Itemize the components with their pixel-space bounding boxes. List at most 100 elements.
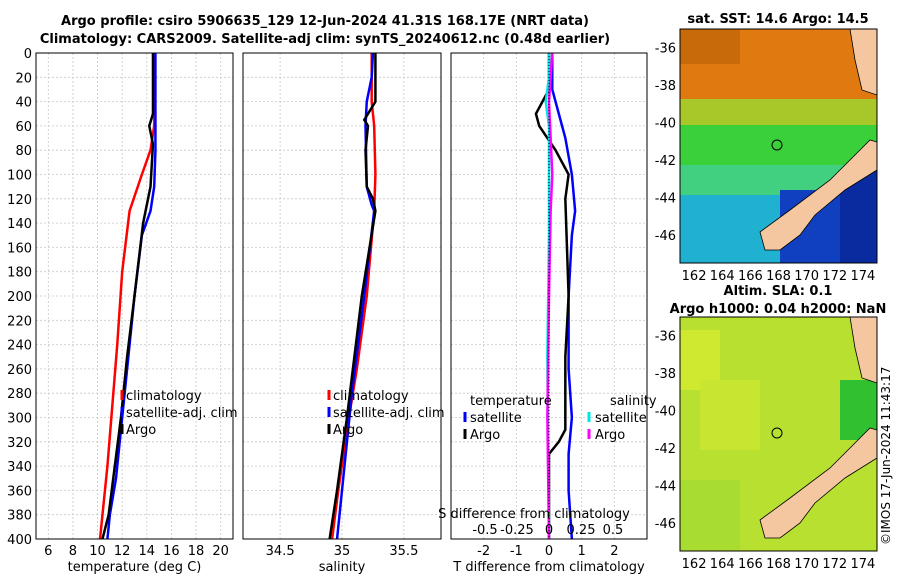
sla-land-south-island [759, 427, 877, 539]
depth-tick-label: 100 [7, 169, 32, 184]
depth-tick-label: 40 [15, 96, 32, 111]
depth-tick-label: 180 [7, 266, 32, 281]
series-line-t-satellite [551, 53, 577, 540]
legend-title: salinity [610, 394, 657, 409]
depth-tick-label: 280 [7, 387, 32, 402]
series-line-argo [328, 53, 377, 540]
map-x-tick-label: 164 [710, 557, 735, 572]
map-y-tick-label: -44 [655, 191, 676, 206]
map-x-tick-label: 170 [794, 269, 819, 284]
legend-label: Argo [470, 428, 500, 443]
legend-title: temperature [470, 394, 552, 409]
depth-tick-label: 120 [7, 193, 32, 208]
x-tick-label: 34.5 [266, 544, 295, 559]
map-x-tick-label: 164 [710, 269, 735, 284]
depth-tick-label: 80 [15, 144, 32, 159]
x-tick-label: 35 [334, 544, 351, 559]
legend-label: climatology [126, 389, 202, 404]
x-tick-label: 18 [188, 544, 205, 559]
legend-label: satellite-adj. clim [333, 406, 445, 421]
x-tick-label: 0 [545, 544, 553, 559]
x-tick-label: 35.5 [389, 544, 418, 559]
sst-map [679, 28, 878, 264]
series-line-satellite-adj-clim [335, 52, 376, 540]
map-y-tick-label: -42 [655, 442, 676, 457]
top-tick-label: -0.25 [500, 523, 534, 538]
map-y-tick-label: -40 [655, 405, 676, 420]
sla-map-title-line1: Altim. SLA: 0.1 [724, 284, 833, 299]
profile-panel-1: 6 8 10 12 14 16 18 20 temperature (deg C) [35, 52, 234, 575]
depth-tick-label: 0 [24, 47, 32, 62]
series-line-s-argo [546, 52, 554, 540]
depth-tick-label: 260 [7, 363, 32, 378]
map-x-tick-label: 162 [682, 269, 707, 284]
imos-credit: ©IMOS 17-Jun-2024 11:43:17 [879, 366, 893, 545]
x-tick-label: 20 [212, 544, 229, 559]
x-tick-label: 2 [610, 544, 618, 559]
x-tick-label: 8 [69, 544, 77, 559]
depth-tick-label: 300 [7, 412, 32, 427]
top-tick-label: 0 [545, 523, 553, 538]
depth-tick-label: 200 [7, 290, 32, 305]
map-x-tick-label: 166 [738, 557, 763, 572]
legend-label: climatology [333, 389, 409, 404]
legend-label: Argo [333, 423, 363, 438]
x-tick-label: 16 [163, 544, 180, 559]
figure-title-line2: Climatology: CARS2009. Satellite-adj cli… [39, 32, 611, 47]
map-x-tick-label: 174 [851, 557, 876, 572]
legend-label: Argo [126, 423, 156, 438]
map-y-tick-label: -46 [655, 517, 676, 532]
map-y-tick-label: -38 [655, 367, 676, 382]
depth-tick-label: 360 [7, 484, 32, 499]
legend-label: satellite [595, 411, 647, 426]
legend-label: Argo [595, 428, 625, 443]
sla-map [679, 316, 878, 552]
x-tick-label: -2 [477, 544, 490, 559]
map-x-tick-label: 162 [682, 557, 707, 572]
map-y-tick-label: -40 [655, 117, 676, 132]
x-tick-label: 14 [139, 544, 156, 559]
map-y-tick-label: -44 [655, 479, 676, 494]
series-line-t-argo [534, 53, 570, 539]
map-x-tick-label: 168 [766, 269, 791, 284]
depth-tick-label: 340 [7, 460, 32, 475]
legend-label: satellite [470, 411, 522, 426]
map-y-tick-label: -38 [655, 79, 676, 94]
sst-land-south-island [759, 139, 877, 251]
sst-argo-marker [771, 139, 783, 151]
depth-tick-label: 380 [7, 509, 32, 524]
sst-map-title: sat. SST: 14.6 Argo: 14.5 [687, 12, 868, 27]
profile-panel-2: 34.5 35 35.5 salinity [242, 52, 442, 575]
depth-tick-label: 60 [15, 120, 32, 135]
x-axis-label: T difference from climatology [452, 560, 645, 575]
panel-frame [242, 52, 442, 540]
map-x-tick-label: 174 [851, 269, 876, 284]
map-x-tick-label: 170 [794, 557, 819, 572]
sla-argo-marker [771, 427, 783, 439]
x-axis-label: salinity [319, 560, 366, 575]
x-tick-label: 12 [114, 544, 131, 559]
legend-label: satellite-adj. clim [126, 406, 238, 421]
depth-tick-label: 240 [7, 339, 32, 354]
map-y-tick-label: -36 [655, 42, 676, 57]
panel-frame [35, 52, 234, 540]
depth-tick-label: 20 [15, 71, 32, 86]
top-tick-label: -0.5 [472, 523, 497, 538]
x-axis-label: temperature (deg C) [68, 560, 202, 575]
x-tick-label: 1 [578, 544, 586, 559]
figure-title-line1: Argo profile: csiro 5906635_129 12-Jun-2… [61, 14, 589, 29]
x-tick-label: 10 [89, 544, 106, 559]
sla-map-title-line2: Argo h1000: 0.04 h2000: NaN [670, 302, 887, 317]
map-y-tick-label: -42 [655, 154, 676, 169]
depth-tick-label: 160 [7, 241, 32, 256]
top-tick-label: 0.5 [603, 523, 624, 538]
depth-tick-label: 320 [7, 436, 32, 451]
x-tick-label: -1 [510, 544, 523, 559]
sst-land-north-island [849, 29, 877, 96]
map-x-tick-label: 166 [738, 269, 763, 284]
depth-tick-label: 400 [7, 533, 32, 548]
map-x-tick-label: 172 [822, 557, 847, 572]
map-y-tick-label: -36 [655, 330, 676, 345]
map-x-tick-label: 168 [766, 557, 791, 572]
